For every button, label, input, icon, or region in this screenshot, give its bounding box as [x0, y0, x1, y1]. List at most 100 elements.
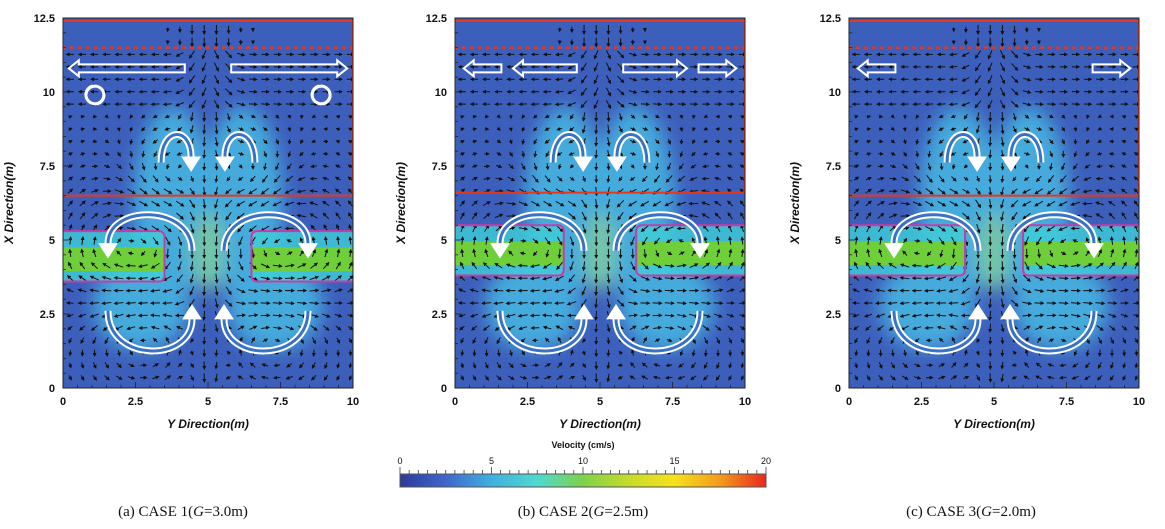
vector-arrow	[606, 286, 611, 297]
vector-arrow	[263, 114, 268, 119]
vector-arrow	[165, 336, 170, 344]
vector-arrow	[272, 201, 282, 207]
vector-arrow	[68, 127, 73, 132]
vector-arrow	[517, 313, 528, 318]
vector-arrow	[125, 301, 136, 306]
vector-arrow	[92, 236, 97, 245]
vector-arrow	[261, 325, 271, 330]
vector-arrow	[190, 176, 194, 183]
vector-arrow	[713, 288, 724, 293]
vector-arrow	[460, 337, 465, 344]
vector-arrow	[335, 152, 341, 157]
vector-arrow	[115, 176, 124, 182]
vector-arrow	[127, 375, 136, 380]
vector-arrow	[606, 236, 611, 247]
vector-arrow	[79, 212, 86, 220]
vector-arrow	[68, 261, 73, 270]
vector-arrow	[152, 375, 160, 380]
vector-arrow	[77, 288, 87, 293]
vector-arrow	[213, 87, 219, 97]
vector-arrow	[152, 175, 159, 183]
vector-arrow	[988, 223, 993, 234]
vector-arrow	[248, 102, 258, 107]
y-tick-label: 7.5	[432, 161, 447, 173]
vector-arrow	[640, 313, 651, 318]
vector-arrow	[225, 188, 232, 195]
x-tick-label: 5	[597, 396, 603, 408]
vector-arrow	[569, 375, 576, 380]
vector-arrow	[652, 375, 661, 380]
vector-arrow	[140, 250, 146, 257]
vector-arrow	[309, 301, 320, 306]
vector-arrow	[177, 349, 182, 356]
vector-arrow	[165, 362, 171, 368]
vector-arrow	[237, 77, 246, 82]
vector-arrow	[582, 374, 586, 381]
vector-arrow	[300, 139, 304, 145]
curved-flow-arrow-core	[222, 213, 310, 251]
y-tick-label: 2.5	[40, 309, 55, 321]
vector-arrow	[322, 212, 330, 220]
vector-arrow	[557, 336, 562, 344]
vector-arrow	[505, 301, 516, 306]
vector-arrow	[284, 301, 295, 306]
vector-arrow	[202, 149, 207, 159]
vector-arrow	[213, 75, 219, 85]
vector-arrow	[606, 298, 611, 309]
vector-arrow	[653, 363, 661, 368]
vector-arrow	[261, 237, 269, 245]
vector-arrow	[347, 200, 353, 207]
vector-arrow	[214, 361, 219, 370]
vector-arrow	[272, 313, 283, 318]
vector-arrow	[740, 362, 745, 369]
right-structure-outline	[250, 230, 353, 283]
vector-arrow	[911, 263, 922, 268]
vector-arrow	[102, 201, 112, 206]
vector-arrow	[91, 176, 99, 181]
vector-arrow	[494, 262, 503, 269]
y-tick-label: 5	[835, 235, 841, 247]
vector-arrow	[703, 375, 709, 381]
vector-arrow	[214, 112, 219, 123]
vector-arrow	[214, 211, 219, 222]
vector-arrow	[493, 275, 504, 280]
vector-arrow	[128, 163, 134, 171]
vector-arrow	[1000, 162, 1005, 171]
vector-arrow	[728, 362, 733, 369]
y-tick-label: 0	[441, 383, 447, 395]
y-tick-label: 0	[49, 383, 55, 395]
vector-arrow	[129, 138, 134, 145]
plot-area	[848, 17, 1140, 389]
vector-arrow	[260, 288, 271, 293]
vector-arrow	[666, 338, 673, 343]
vector-arrow	[79, 188, 87, 194]
vector-arrow	[151, 200, 161, 207]
vector-arrow	[336, 236, 341, 245]
vector-arrow	[335, 261, 341, 270]
vector-arrow	[251, 249, 256, 259]
colorbar-tick-label: 10	[578, 456, 588, 466]
vector-arrow	[481, 288, 492, 293]
vector-arrow	[334, 313, 343, 318]
vector-arrow	[91, 212, 99, 220]
vector-arrow	[189, 211, 195, 221]
vector-arrow	[335, 200, 342, 207]
vector-arrow	[739, 301, 745, 306]
vector-arrow	[299, 249, 305, 257]
curved-flow-arrow-head	[214, 156, 235, 172]
vector-arrow	[260, 263, 271, 269]
vector-arrow	[202, 186, 207, 197]
halo-low-right	[226, 260, 323, 351]
vector-arrow	[529, 301, 540, 306]
vector-arrow	[348, 375, 353, 381]
vector-arrow	[138, 264, 148, 269]
vector-arrow	[213, 62, 219, 72]
vector-arrow	[175, 64, 184, 70]
vector-arrow	[581, 273, 586, 284]
vector-arrow	[80, 152, 86, 157]
vector-arrow	[676, 313, 687, 318]
vector-arrow	[557, 362, 563, 368]
vector-arrow	[569, 362, 575, 368]
vector-arrow	[347, 152, 353, 157]
vector-arrow	[988, 286, 993, 297]
